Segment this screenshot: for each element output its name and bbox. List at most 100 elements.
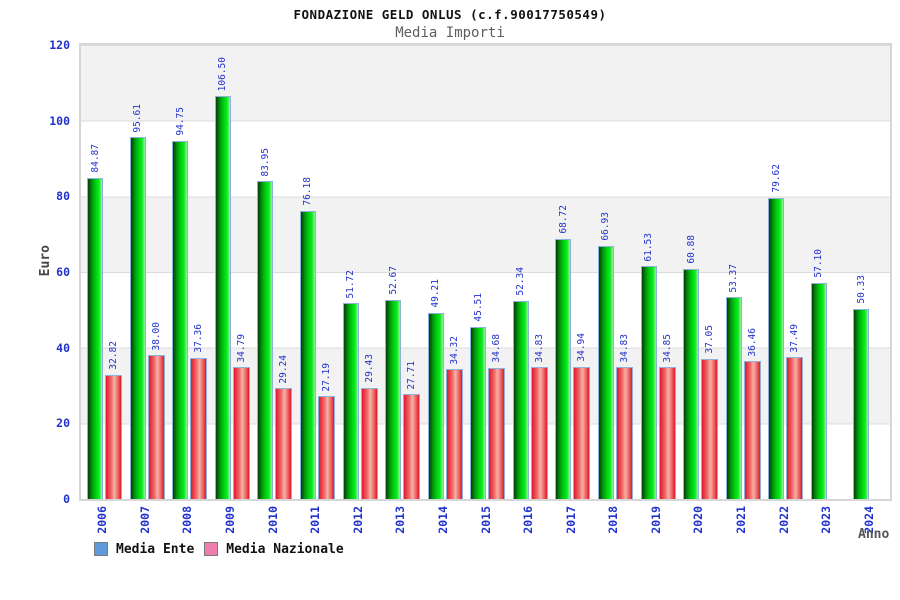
- bar-value-label: 106.50: [217, 56, 229, 92]
- bar-value-label: 79.62: [770, 164, 782, 193]
- bar-value-label: 27.19: [320, 362, 332, 392]
- bar-media-nazionale-2021: [743, 361, 761, 499]
- bar-media-ente-2006: [87, 177, 103, 499]
- bar-value-label: 27.71: [406, 360, 418, 390]
- x-tick-label: 2009: [223, 506, 237, 534]
- bar-media-nazionale-2008: [190, 357, 208, 499]
- bar-value-label: 34.94: [576, 333, 588, 362]
- bar-media-nazionale-2012: [360, 387, 378, 499]
- x-tick-label: 2010: [265, 506, 280, 534]
- bar-media-ente-2016: [512, 301, 529, 499]
- bar-value-label: 29.43: [363, 354, 375, 383]
- x-tick-label: 2018: [606, 506, 621, 534]
- x-tick-label: 2008: [180, 506, 195, 534]
- bar-value-label: 95.61: [132, 103, 144, 133]
- bar-media-ente-2013: [385, 299, 402, 499]
- bar-media-nazionale-2022: [786, 357, 804, 499]
- bar-value-label: 76.18: [302, 177, 314, 206]
- bar-media-nazionale-2006: [105, 374, 122, 499]
- chart-title: FONDAZIONE GELD ONLUS (c.f.90017750549): [293, 7, 607, 22]
- bar-value-label: 34.68: [491, 334, 503, 363]
- bar-media-ente-2009: [214, 96, 231, 499]
- bar-value-label: 50.33: [855, 275, 867, 304]
- legend-swatch-media-nazionale-icon: [204, 542, 219, 556]
- bar-media-ente-2024: [853, 308, 870, 499]
- x-tick-label: 2013: [393, 506, 408, 534]
- x-tick-label: 2016: [521, 506, 536, 534]
- bar-value-label: 60.88: [685, 235, 697, 264]
- y-tick-label: 100: [49, 113, 70, 128]
- bar-value-label: 94.75: [174, 106, 186, 136]
- x-tick-label: 2019: [648, 506, 663, 534]
- bar-media-nazionale-2020: [701, 358, 719, 499]
- legend: Media Ente Media Nazionale: [94, 540, 344, 558]
- bar-value-label: 83.95: [259, 147, 271, 177]
- x-axis-title: Anno: [858, 527, 890, 542]
- y-tick-label: 80: [56, 189, 70, 204]
- x-tick-label: 2020: [691, 506, 706, 534]
- bar-value-label: 57.10: [813, 249, 825, 278]
- legend-item-media-ente: Media Ente: [94, 542, 194, 557]
- bar-media-ente-2023: [810, 283, 827, 499]
- x-tick-label: 2023: [819, 506, 834, 534]
- x-tick-label: 2007: [137, 506, 152, 534]
- bar-value-label: 34.85: [661, 333, 673, 363]
- legend-item-media-nazionale: Media Nazionale: [204, 541, 344, 557]
- bar-media-nazionale-2007: [147, 355, 165, 499]
- bar-media-nazionale-2015: [488, 367, 506, 499]
- y-tick-label: 20: [56, 416, 70, 431]
- bar-value-label: 53.37: [728, 263, 740, 293]
- legend-label-media-nazionale: Media Nazionale: [226, 541, 344, 557]
- legend-swatch-media-ente-icon: [94, 542, 108, 556]
- bar-value-label: 37.05: [704, 325, 716, 354]
- y-tick-label: 60: [56, 265, 70, 279]
- bar-media-ente-2017: [555, 239, 572, 499]
- bar-value-label: 49.21: [430, 279, 442, 308]
- y-axis-ticks: 0 20 40 60 80 100 120: [0, 38, 75, 506]
- bar-media-ente-2021: [725, 297, 742, 499]
- bar-media-nazionale-2010: [275, 388, 293, 499]
- x-tick-label: 2012: [350, 506, 365, 534]
- bar-media-ente-2020: [683, 268, 700, 499]
- bar-media-nazionale-2019: [658, 367, 676, 499]
- chart-subtitle: Media Importi: [395, 25, 505, 41]
- bar-value-label: 34.32: [448, 335, 460, 365]
- x-tick-label: 2011: [308, 506, 323, 534]
- bar-value-label: 38.00: [150, 321, 162, 351]
- bar-value-label: 34.83: [533, 333, 545, 363]
- bar-value-label: 61.53: [643, 232, 654, 262]
- legend-label-media-ente: Media Ente: [116, 541, 195, 557]
- bar-media-ente-2022: [768, 197, 785, 499]
- x-tick-label: 2014: [435, 506, 450, 534]
- bar-media-nazionale-2014: [445, 369, 463, 499]
- bar-media-ente-2008: [172, 140, 189, 499]
- bar-value-label: 29.24: [278, 354, 290, 384]
- bar-media-nazionale-2009: [232, 367, 250, 499]
- bar-media-nazionale-2016: [530, 367, 548, 499]
- bar-media-nazionale-2018: [615, 367, 633, 499]
- bar-value-label: 52.34: [515, 267, 527, 296]
- bar-value-label: 68.72: [557, 205, 569, 234]
- bar-value-label: 34.83: [618, 333, 630, 363]
- x-tick-label: 2006: [95, 506, 110, 534]
- y-tick-label: 120: [49, 38, 70, 52]
- bar-media-nazionale-2011: [317, 396, 335, 499]
- bar-media-ente-2019: [640, 266, 657, 499]
- bar-media-ente-2015: [470, 326, 487, 499]
- x-tick-label: 2021: [734, 506, 748, 534]
- bar-value-label: 32.82: [108, 341, 119, 370]
- bar-value-label: 37.36: [193, 324, 205, 353]
- x-tick-label: 2015: [478, 506, 493, 534]
- x-tick-label: 2022: [776, 506, 791, 534]
- bar-media-ente-2018: [597, 245, 614, 499]
- bar-value-label: 45.51: [472, 293, 484, 322]
- bar-media-ente-2007: [129, 137, 146, 499]
- plot-area: 84.87 32.82 95.61 38.00 94.75 37.36 106.50 34.7…: [79, 43, 892, 501]
- bar-value-label: 36.46: [746, 327, 758, 357]
- bar-media-ente-2014: [427, 312, 444, 499]
- x-tick-label: 2017: [563, 506, 578, 534]
- bar-media-ente-2010: [257, 181, 274, 499]
- bar-value-label: 34.79: [235, 333, 247, 363]
- bar-media-nazionale-2017: [573, 366, 591, 499]
